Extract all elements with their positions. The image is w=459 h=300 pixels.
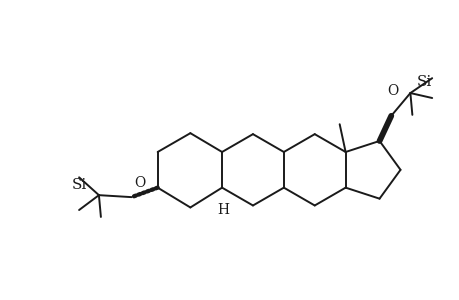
Text: Si: Si <box>72 178 87 192</box>
Text: O: O <box>386 85 397 98</box>
Text: O: O <box>134 176 146 190</box>
Text: H: H <box>217 203 229 218</box>
Text: Si: Si <box>415 75 431 89</box>
